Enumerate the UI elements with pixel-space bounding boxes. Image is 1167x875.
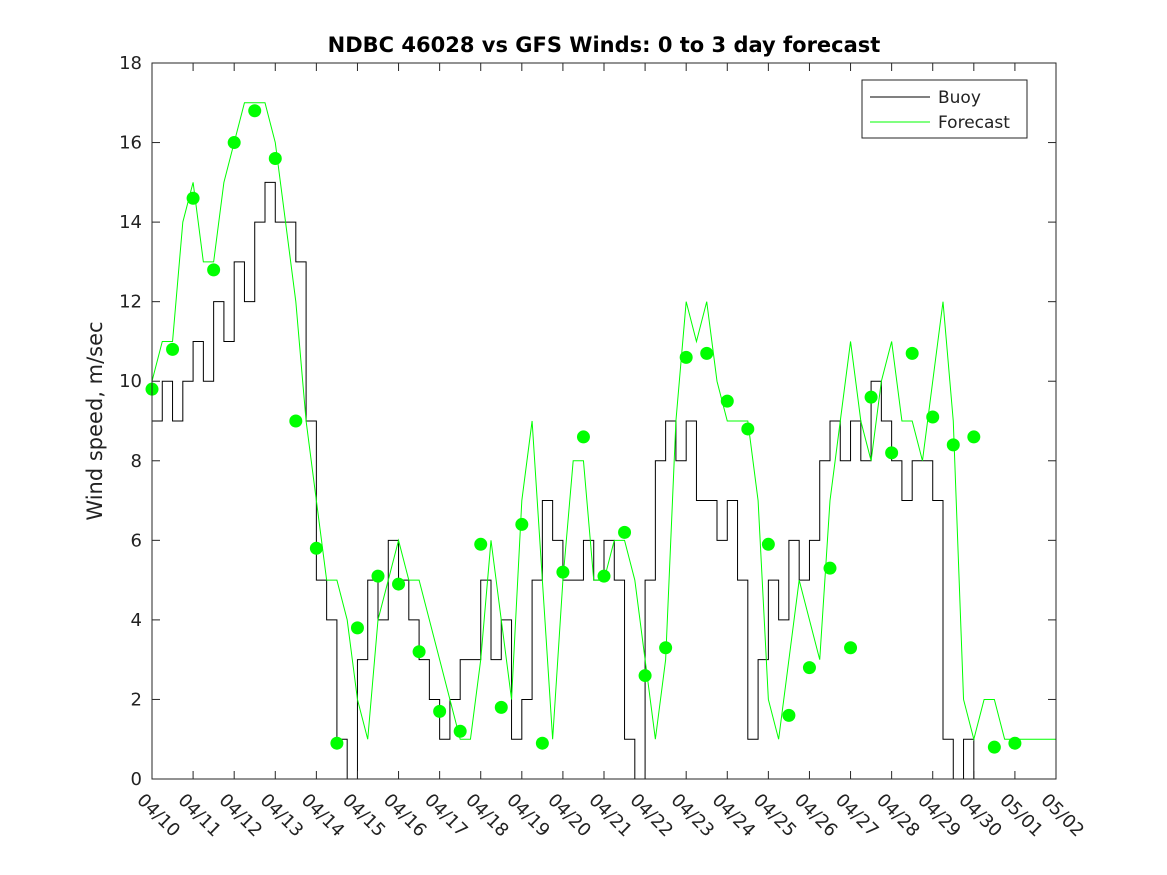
forecast-point xyxy=(186,191,200,205)
y-tick-label: 6 xyxy=(131,530,142,551)
y-tick-label: 10 xyxy=(119,371,142,392)
chart-title: NDBC 46028 vs GFS Winds: 0 to 3 day fore… xyxy=(328,33,881,57)
x-tick-label: 05/02 xyxy=(1036,790,1088,842)
forecast-point xyxy=(576,430,590,444)
x-tick-label: 04/24 xyxy=(708,790,760,842)
y-tick-label: 16 xyxy=(119,133,142,154)
forecast-point xyxy=(350,621,364,635)
y-tick-label: 14 xyxy=(119,212,142,233)
forecast-point xyxy=(227,136,241,150)
forecast-point xyxy=(248,104,262,118)
forecast-point xyxy=(371,569,385,583)
forecast-point xyxy=(823,561,837,575)
x-tick-label: 04/19 xyxy=(502,790,554,842)
forecast-point xyxy=(905,346,919,360)
forecast-point xyxy=(392,577,406,591)
series-layer xyxy=(145,102,1056,780)
forecast-point xyxy=(720,394,734,408)
forecast-point xyxy=(618,525,632,539)
forecast-point xyxy=(700,346,714,360)
legend-label-forecast: Forecast xyxy=(938,113,1010,133)
legend-label-buoy: Buoy xyxy=(938,88,981,108)
forecast-point xyxy=(1008,736,1022,750)
forecast-point xyxy=(659,641,673,655)
plot-area xyxy=(152,63,1056,779)
forecast-point xyxy=(330,736,344,750)
forecast-point xyxy=(967,430,981,444)
y-tick-label: 12 xyxy=(119,292,142,313)
forecast-point xyxy=(802,661,816,675)
forecast-point xyxy=(946,438,960,452)
x-tick-label: 04/11 xyxy=(174,790,226,842)
x-tick-label: 04/30 xyxy=(954,790,1006,842)
y-tick-label: 8 xyxy=(131,451,142,472)
forecast-point xyxy=(412,645,426,659)
forecast-point xyxy=(268,151,282,165)
forecast-point xyxy=(926,410,940,424)
x-tick-label: 04/16 xyxy=(379,790,431,842)
y-tick-label: 2 xyxy=(131,689,142,710)
forecast-point xyxy=(474,537,488,551)
y-axis-label: Wind speed, m/sec xyxy=(83,321,107,520)
x-tick-label: 04/18 xyxy=(461,790,513,842)
forecast-point xyxy=(679,350,693,364)
forecast-point xyxy=(761,537,775,551)
forecast-point xyxy=(433,704,447,718)
forecast-point xyxy=(207,263,221,277)
x-tick-label: 04/22 xyxy=(626,790,678,842)
x-tick-label: 04/23 xyxy=(667,790,719,842)
y-tick-label: 0 xyxy=(131,769,142,790)
y-tick-label: 4 xyxy=(131,610,142,631)
forecast-point xyxy=(782,708,796,722)
forecast-point xyxy=(987,740,1001,754)
x-tick-label: 04/10 xyxy=(132,790,184,842)
x-tick-label: 04/20 xyxy=(543,790,595,842)
x-tick-label: 04/29 xyxy=(913,790,965,842)
x-tick-label: 04/17 xyxy=(420,790,472,842)
forecast-point xyxy=(741,422,755,436)
x-tick-label: 04/15 xyxy=(338,790,390,842)
x-tick-label: 04/13 xyxy=(256,790,308,842)
forecast-point xyxy=(885,446,899,460)
x-tick-label: 05/01 xyxy=(995,790,1047,842)
forecast-point xyxy=(515,517,529,531)
forecast-point xyxy=(556,565,570,579)
forecast-point xyxy=(309,541,323,555)
forecast-point xyxy=(494,700,508,714)
x-tick-label: 04/21 xyxy=(584,790,636,842)
legend: Buoy Forecast xyxy=(861,79,1028,139)
y-tick-label: 18 xyxy=(119,53,142,74)
x-tick-label: 04/14 xyxy=(297,790,349,842)
x-tick-label: 04/27 xyxy=(831,790,883,842)
forecast-point xyxy=(844,641,858,655)
forecast-point xyxy=(864,390,878,404)
forecast-point xyxy=(597,569,611,583)
x-tick-label: 04/28 xyxy=(872,790,924,842)
forecast-point xyxy=(166,342,180,356)
x-tick-label: 04/12 xyxy=(215,790,267,842)
x-tick-label: 04/25 xyxy=(749,790,801,842)
forecast-point xyxy=(289,414,303,428)
forecast-point xyxy=(638,669,652,683)
legend-box xyxy=(861,79,1028,139)
x-tick-label: 04/26 xyxy=(790,790,842,842)
forecast-point xyxy=(453,724,467,738)
forecast-point xyxy=(535,736,549,750)
